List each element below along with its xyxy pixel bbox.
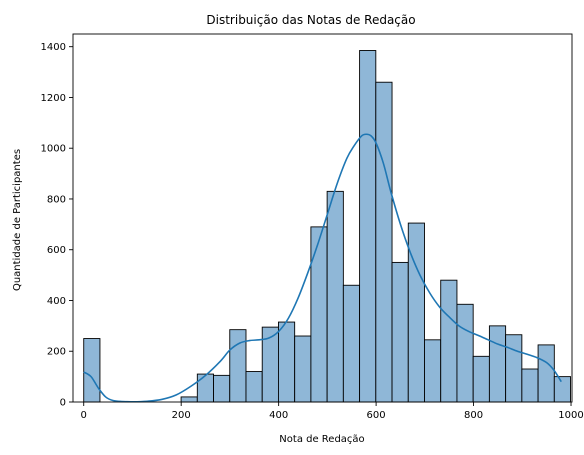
histogram-bar xyxy=(424,339,442,403)
x-axis-ticks: 0 200 400 600 800 1000 xyxy=(81,402,584,421)
x-tick-label: 1000 xyxy=(558,410,583,421)
y-tick-label: 800 xyxy=(47,194,66,205)
histogram-bar xyxy=(472,355,490,403)
x-tick-label: 0 xyxy=(81,410,87,421)
x-axis-title: Nota de Redação xyxy=(279,434,364,445)
x-tick-label: 200 xyxy=(172,410,191,421)
histogram-bar xyxy=(359,50,377,403)
histogram-bar xyxy=(342,284,361,403)
y-tick-label: 1200 xyxy=(41,93,66,104)
y-tick-label: 400 xyxy=(47,296,66,307)
histogram-bar xyxy=(553,376,571,403)
histogram-bar xyxy=(456,303,474,403)
histogram-bar xyxy=(521,368,539,403)
y-tick-label: 1000 xyxy=(41,144,66,155)
histogram-bar xyxy=(326,190,344,403)
histogram-bars xyxy=(83,50,571,403)
y-tick-label: 0 xyxy=(60,398,66,409)
plot-frame xyxy=(72,33,573,403)
y-tick-label: 1400 xyxy=(41,42,66,53)
y-tick-label: 600 xyxy=(47,245,66,256)
kde-density-line xyxy=(83,133,562,403)
histogram-bar xyxy=(310,226,328,403)
histogram-bar xyxy=(375,81,393,403)
histogram-bar xyxy=(196,373,214,403)
y-tick-label: 200 xyxy=(47,347,66,358)
histogram-bar xyxy=(488,325,507,403)
histogram-bar xyxy=(537,344,555,403)
x-tick-label: 400 xyxy=(269,410,288,421)
histogram-bar xyxy=(180,396,198,403)
histogram-bar xyxy=(83,338,101,403)
y-axis-ticks: 0 200 400 600 800 1000 1200 1400 xyxy=(41,42,73,409)
histogram-bar xyxy=(294,335,312,403)
histogram-bar xyxy=(229,329,247,403)
histogram-bar xyxy=(407,222,425,403)
chart-title: Distribuição das Notas de Redação xyxy=(206,13,415,27)
x-tick-label: 600 xyxy=(367,410,386,421)
histogram-bar xyxy=(277,321,296,403)
x-tick-label: 800 xyxy=(464,410,483,421)
histogram-bar xyxy=(440,279,458,403)
y-axis-title: Quantidade de Participantes xyxy=(12,149,23,291)
histogram-bar xyxy=(391,261,409,403)
histogram-bar xyxy=(245,371,263,403)
histogram-bar xyxy=(213,374,231,403)
histogram-bar xyxy=(505,334,523,403)
